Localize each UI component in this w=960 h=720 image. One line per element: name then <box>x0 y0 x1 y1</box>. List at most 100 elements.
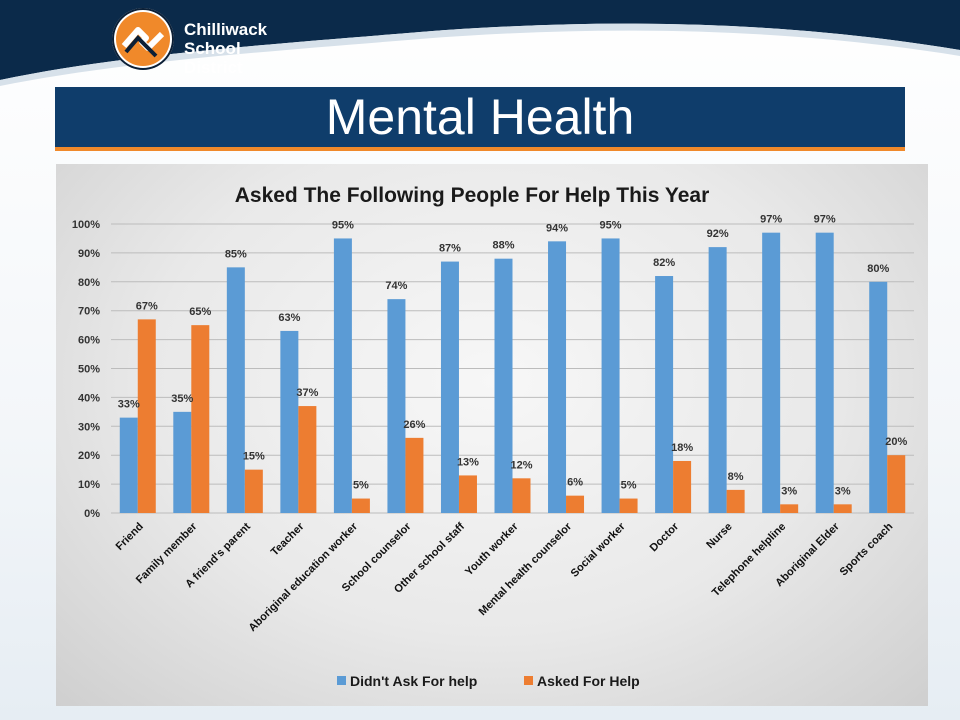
data-label: 13% <box>457 456 479 468</box>
bar-asked <box>726 489 745 513</box>
logo-text: Chilliwack School District <box>184 20 282 77</box>
bar-asked <box>458 475 477 513</box>
y-tick-label: 100% <box>72 219 100 231</box>
logo-mark-icon <box>112 8 174 70</box>
x-tick-label: Teacher <box>269 520 307 558</box>
x-tick-label: Nurse <box>704 521 735 552</box>
legend-swatch <box>524 676 533 685</box>
bar-didnt-ask <box>548 241 567 513</box>
bar-asked <box>833 504 852 513</box>
bar-didnt-ask <box>708 247 727 513</box>
bar-asked <box>191 325 210 513</box>
bar-didnt-ask <box>280 330 299 513</box>
logo-line-1: Chilliwack <box>184 20 268 39</box>
data-label: 67% <box>136 300 158 312</box>
bar-didnt-ask <box>762 232 781 514</box>
legend-label: Didn't Ask For help <box>350 673 477 689</box>
y-tick-label: 50% <box>78 364 100 376</box>
data-label: 97% <box>814 214 836 226</box>
bar-didnt-ask <box>815 232 834 514</box>
data-label: 5% <box>353 480 369 492</box>
data-label: 5% <box>621 480 637 492</box>
y-tick-label: 90% <box>78 248 100 260</box>
bar-asked <box>673 460 692 513</box>
y-tick-label: 70% <box>78 306 100 318</box>
data-label: 3% <box>835 485 851 497</box>
y-tick-label: 0% <box>84 508 100 520</box>
bar-didnt-ask <box>494 258 513 513</box>
bar-asked <box>512 478 531 513</box>
bar-didnt-ask <box>601 238 620 513</box>
chart-title: Asked The Following People For Help This… <box>235 184 710 207</box>
y-tick-label: 20% <box>78 450 100 462</box>
data-label: 85% <box>225 248 247 260</box>
data-label: 82% <box>653 257 675 269</box>
legend: Didn't Ask For help Asked For Help <box>337 673 640 689</box>
bar-didnt-ask <box>226 267 245 513</box>
bar-asked <box>244 469 263 513</box>
y-tick-label: 40% <box>78 392 100 404</box>
bar-didnt-ask <box>440 261 459 513</box>
bar-chart: Asked The Following People For Help This… <box>72 184 914 689</box>
x-tick-label: Mental health counselor <box>477 520 575 618</box>
data-label: 8% <box>728 471 744 483</box>
data-label: 92% <box>707 228 729 240</box>
bar-asked <box>351 498 370 513</box>
bar-asked <box>619 498 638 513</box>
data-label: 37% <box>296 387 318 399</box>
data-label: 87% <box>439 243 461 255</box>
data-label: 33% <box>118 399 140 411</box>
bar-asked <box>566 495 585 513</box>
data-label: 6% <box>567 477 583 489</box>
data-label: 15% <box>243 451 265 463</box>
data-label: 74% <box>385 280 407 292</box>
chart-panel: Asked The Following People For Help This… <box>56 164 928 706</box>
data-labels: 33% 67% 35% 65% 85% 15% 63% 37% 95% 5% 74% 26% 87% 13… <box>118 214 908 498</box>
y-tick-label: 80% <box>78 277 100 289</box>
title-bar: Mental Health <box>55 87 905 151</box>
legend-label: Asked For Help <box>537 673 640 689</box>
y-tick-label: 60% <box>78 335 100 347</box>
x-tick-label: Aboriginal education worker <box>247 520 361 634</box>
data-label: 12% <box>510 459 532 471</box>
y-axis-ticks: 0% 10% 20% 30% 40% 50% 60% 70% 80% 90% 100% <box>72 219 100 520</box>
legend-swatch <box>337 676 346 685</box>
data-label: 95% <box>600 219 622 231</box>
data-label: 80% <box>867 263 889 275</box>
y-tick-label: 10% <box>78 479 100 491</box>
data-label: 63% <box>278 312 300 324</box>
data-label: 3% <box>781 485 797 497</box>
bar-asked <box>780 504 799 513</box>
bar-didnt-ask <box>173 411 192 513</box>
x-tick-label: Youth worker <box>463 520 521 578</box>
data-label: 20% <box>885 436 907 448</box>
bars <box>119 232 906 514</box>
data-label: 65% <box>189 306 211 318</box>
data-label: 18% <box>671 442 693 454</box>
data-label: 95% <box>332 219 354 231</box>
bar-didnt-ask <box>869 281 888 513</box>
data-label: 94% <box>546 222 568 234</box>
bar-didnt-ask <box>387 299 406 513</box>
logo-line-2: School District <box>184 39 243 77</box>
bar-didnt-ask <box>333 238 352 513</box>
bar-asked <box>887 455 906 513</box>
data-label: 97% <box>760 214 782 226</box>
bar-didnt-ask <box>119 417 138 513</box>
data-label: 88% <box>492 240 514 252</box>
page-title: Mental Health <box>325 89 635 145</box>
x-tick-label: Doctor <box>648 520 682 554</box>
bar-asked <box>298 406 317 513</box>
x-tick-label: Sports coach <box>838 520 896 578</box>
x-tick-label: Social worker <box>569 520 629 580</box>
bar-didnt-ask <box>655 276 674 513</box>
data-label: 35% <box>171 393 193 405</box>
bar-asked <box>137 319 156 513</box>
header-band <box>0 0 960 86</box>
bar-asked <box>405 437 424 513</box>
y-tick-label: 30% <box>78 421 100 433</box>
district-logo: Chilliwack School District <box>112 8 282 77</box>
data-label: 26% <box>403 419 425 431</box>
x-tick-label: Friend <box>114 521 146 553</box>
